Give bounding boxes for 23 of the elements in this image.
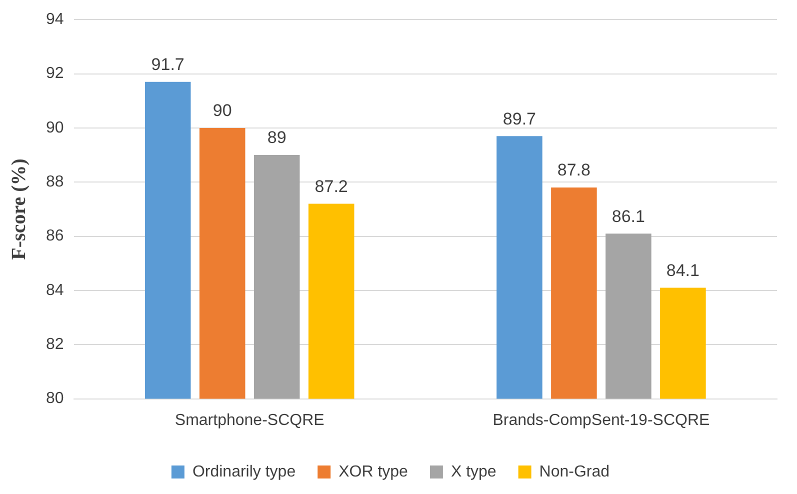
data-label: 91.7 <box>151 55 184 74</box>
y-tick-label: 92 <box>46 65 64 82</box>
legend-label: Non-Grad <box>539 463 610 480</box>
data-label: 87.2 <box>314 176 348 196</box>
y-tick-label: 90 <box>46 119 64 136</box>
y-tick-label: 86 <box>46 228 64 245</box>
y-tick-label: 80 <box>46 390 64 408</box>
data-label: 90 <box>212 101 232 120</box>
x-tick-label: Brands-CompSent-19-SCQRE <box>492 412 710 429</box>
data-label: 89.7 <box>502 109 536 128</box>
data-label: 87.8 <box>557 160 590 180</box>
x-tick-label: Smartphone-SCQRE <box>174 412 324 429</box>
y-tick-label: 94 <box>46 11 64 28</box>
data-label: 89 <box>267 128 286 148</box>
data-label: 84.1 <box>666 260 700 280</box>
y-axis-title: F-score (%) <box>8 158 30 260</box>
y-tick-label: 82 <box>46 336 64 354</box>
legend-label: XOR type <box>338 463 408 480</box>
y-tick-label: 84 <box>46 282 64 299</box>
legend-label: X type <box>450 463 496 480</box>
y-tick-label: 88 <box>46 174 64 191</box>
legend-label: Ordinarily type <box>192 463 296 480</box>
data-label: 86.1 <box>612 206 645 226</box>
